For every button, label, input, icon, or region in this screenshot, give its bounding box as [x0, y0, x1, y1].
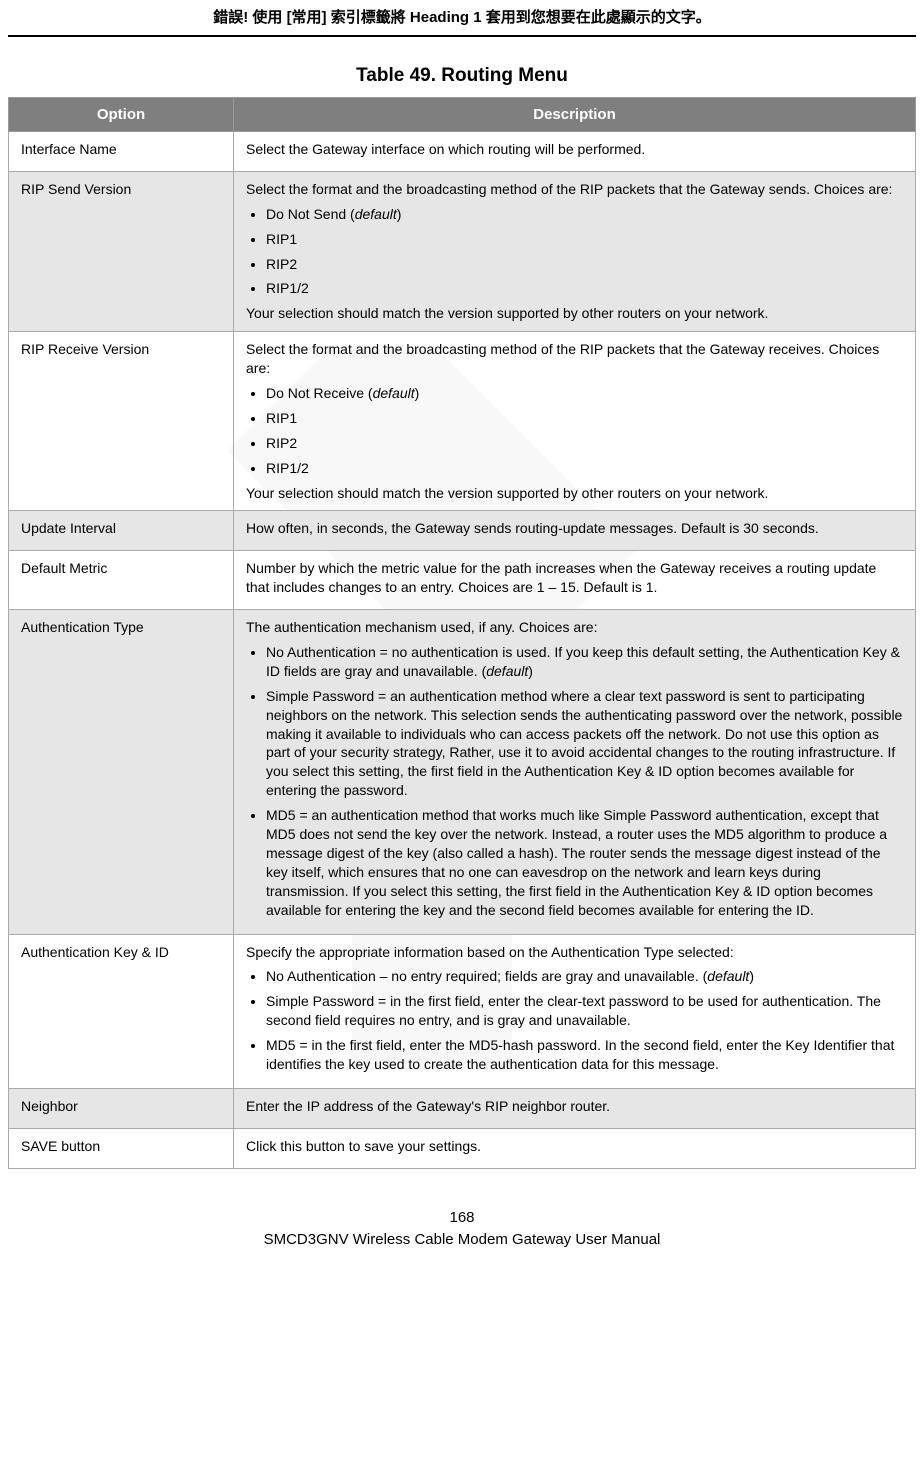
description-list-item: Simple Password = an authentication meth…: [266, 687, 903, 800]
option-cell: Interface Name: [9, 132, 234, 172]
description-intro: The authentication mechanism used, if an…: [246, 618, 903, 637]
description-cell: Enter the IP address of the Gateway's RI…: [234, 1088, 916, 1128]
option-cell: Update Interval: [9, 511, 234, 551]
description-cell: How often, in seconds, the Gateway sends…: [234, 511, 916, 551]
description-cell: Select the Gateway interface on which ro…: [234, 132, 916, 172]
description-list-item: Simple Password = in the first field, en…: [266, 992, 903, 1030]
table-row: Update Interval How often, in seconds, th…: [9, 511, 916, 551]
description-intro: How often, in seconds, the Gateway sends…: [246, 519, 903, 538]
description-intro: Number by which the metric value for the…: [246, 559, 903, 597]
description-list-item: Do Not Send (default): [266, 205, 903, 224]
description-list-item: RIP1/2: [266, 279, 903, 298]
description-list-item: RIP1: [266, 409, 903, 428]
table-row: Authentication Type The authentication me…: [9, 610, 916, 934]
table-title: Table 49. Routing Menu: [8, 65, 916, 87]
description-list: Do Not Send (default) RIP1 RIP2 RIP1/2: [246, 205, 903, 299]
description-list-item: RIP2: [266, 255, 903, 274]
table-row: Authentication Key & ID Specify the appro…: [9, 934, 916, 1088]
option-cell: SAVE button: [9, 1128, 234, 1168]
description-cell: Specify the appropriate information base…: [234, 934, 916, 1088]
header-divider: [8, 35, 916, 37]
description-list: No Authentication – no entry required; f…: [246, 967, 903, 1073]
description-intro: Select the Gateway interface on which ro…: [246, 140, 903, 159]
table-row: RIP Receive Version Select the format and…: [9, 332, 916, 511]
table-row: Neighbor Enter the IP address of the Gate…: [9, 1088, 916, 1128]
description-list: Do Not Receive (default) RIP1 RIP2 RIP1/2: [246, 384, 903, 478]
option-cell: RIP Receive Version: [9, 332, 234, 511]
manual-title: SMCD3GNV Wireless Cable Modem Gateway Us…: [8, 1229, 916, 1252]
description-intro: Specify the appropriate information base…: [246, 943, 903, 962]
description-intro: Select the format and the broadcasting m…: [246, 340, 903, 378]
page-number: 168: [8, 1207, 916, 1230]
description-intro: Enter the IP address of the Gateway's RI…: [246, 1097, 903, 1116]
description-list-item: RIP1: [266, 230, 903, 249]
table-row: SAVE button Click this button to save you…: [9, 1128, 916, 1168]
page-footer: 168 SMCD3GNV Wireless Cable Modem Gatewa…: [8, 1207, 916, 1252]
table-header-row: Option Description: [9, 98, 916, 132]
description-trail: Your selection should match the version …: [246, 484, 903, 503]
description-cell: Select the format and the broadcasting m…: [234, 171, 916, 331]
routing-menu-table: Option Description Interface Name Select …: [8, 97, 916, 1169]
description-list-item: MD5 = in the first field, enter the MD5-…: [266, 1036, 903, 1074]
option-cell: Authentication Key & ID: [9, 934, 234, 1088]
description-intro: Click this button to save your settings.: [246, 1137, 903, 1156]
option-cell: Default Metric: [9, 551, 234, 610]
description-list-item: Do Not Receive (default): [266, 384, 903, 403]
col-header-option: Option: [9, 98, 234, 132]
option-cell: Neighbor: [9, 1088, 234, 1128]
description-cell: Select the format and the broadcasting m…: [234, 332, 916, 511]
description-cell: Number by which the metric value for the…: [234, 551, 916, 610]
table-row: RIP Send Version Select the format and th…: [9, 171, 916, 331]
option-cell: RIP Send Version: [9, 171, 234, 331]
description-cell: Click this button to save your settings.: [234, 1128, 916, 1168]
description-list-item: RIP1/2: [266, 459, 903, 478]
col-header-description: Description: [234, 98, 916, 132]
description-intro: Select the format and the broadcasting m…: [246, 180, 903, 199]
description-list-item: No Authentication – no entry required; f…: [266, 967, 903, 986]
page-top-header: 錯誤! 使用 [常用] 索引標籤將 Heading 1 套用到您想要在此處顯示的…: [8, 0, 916, 35]
description-list: No Authentication = no authentication is…: [246, 643, 903, 919]
description-list-item: RIP2: [266, 434, 903, 453]
table-row: Interface Name Select the Gateway interfa…: [9, 132, 916, 172]
description-trail: Your selection should match the version …: [246, 304, 903, 323]
description-cell: The authentication mechanism used, if an…: [234, 610, 916, 934]
table-row: Default Metric Number by which the metric…: [9, 551, 916, 610]
option-cell: Authentication Type: [9, 610, 234, 934]
description-list-item: MD5 = an authentication method that work…: [266, 806, 903, 919]
description-list-item: No Authentication = no authentication is…: [266, 643, 903, 681]
